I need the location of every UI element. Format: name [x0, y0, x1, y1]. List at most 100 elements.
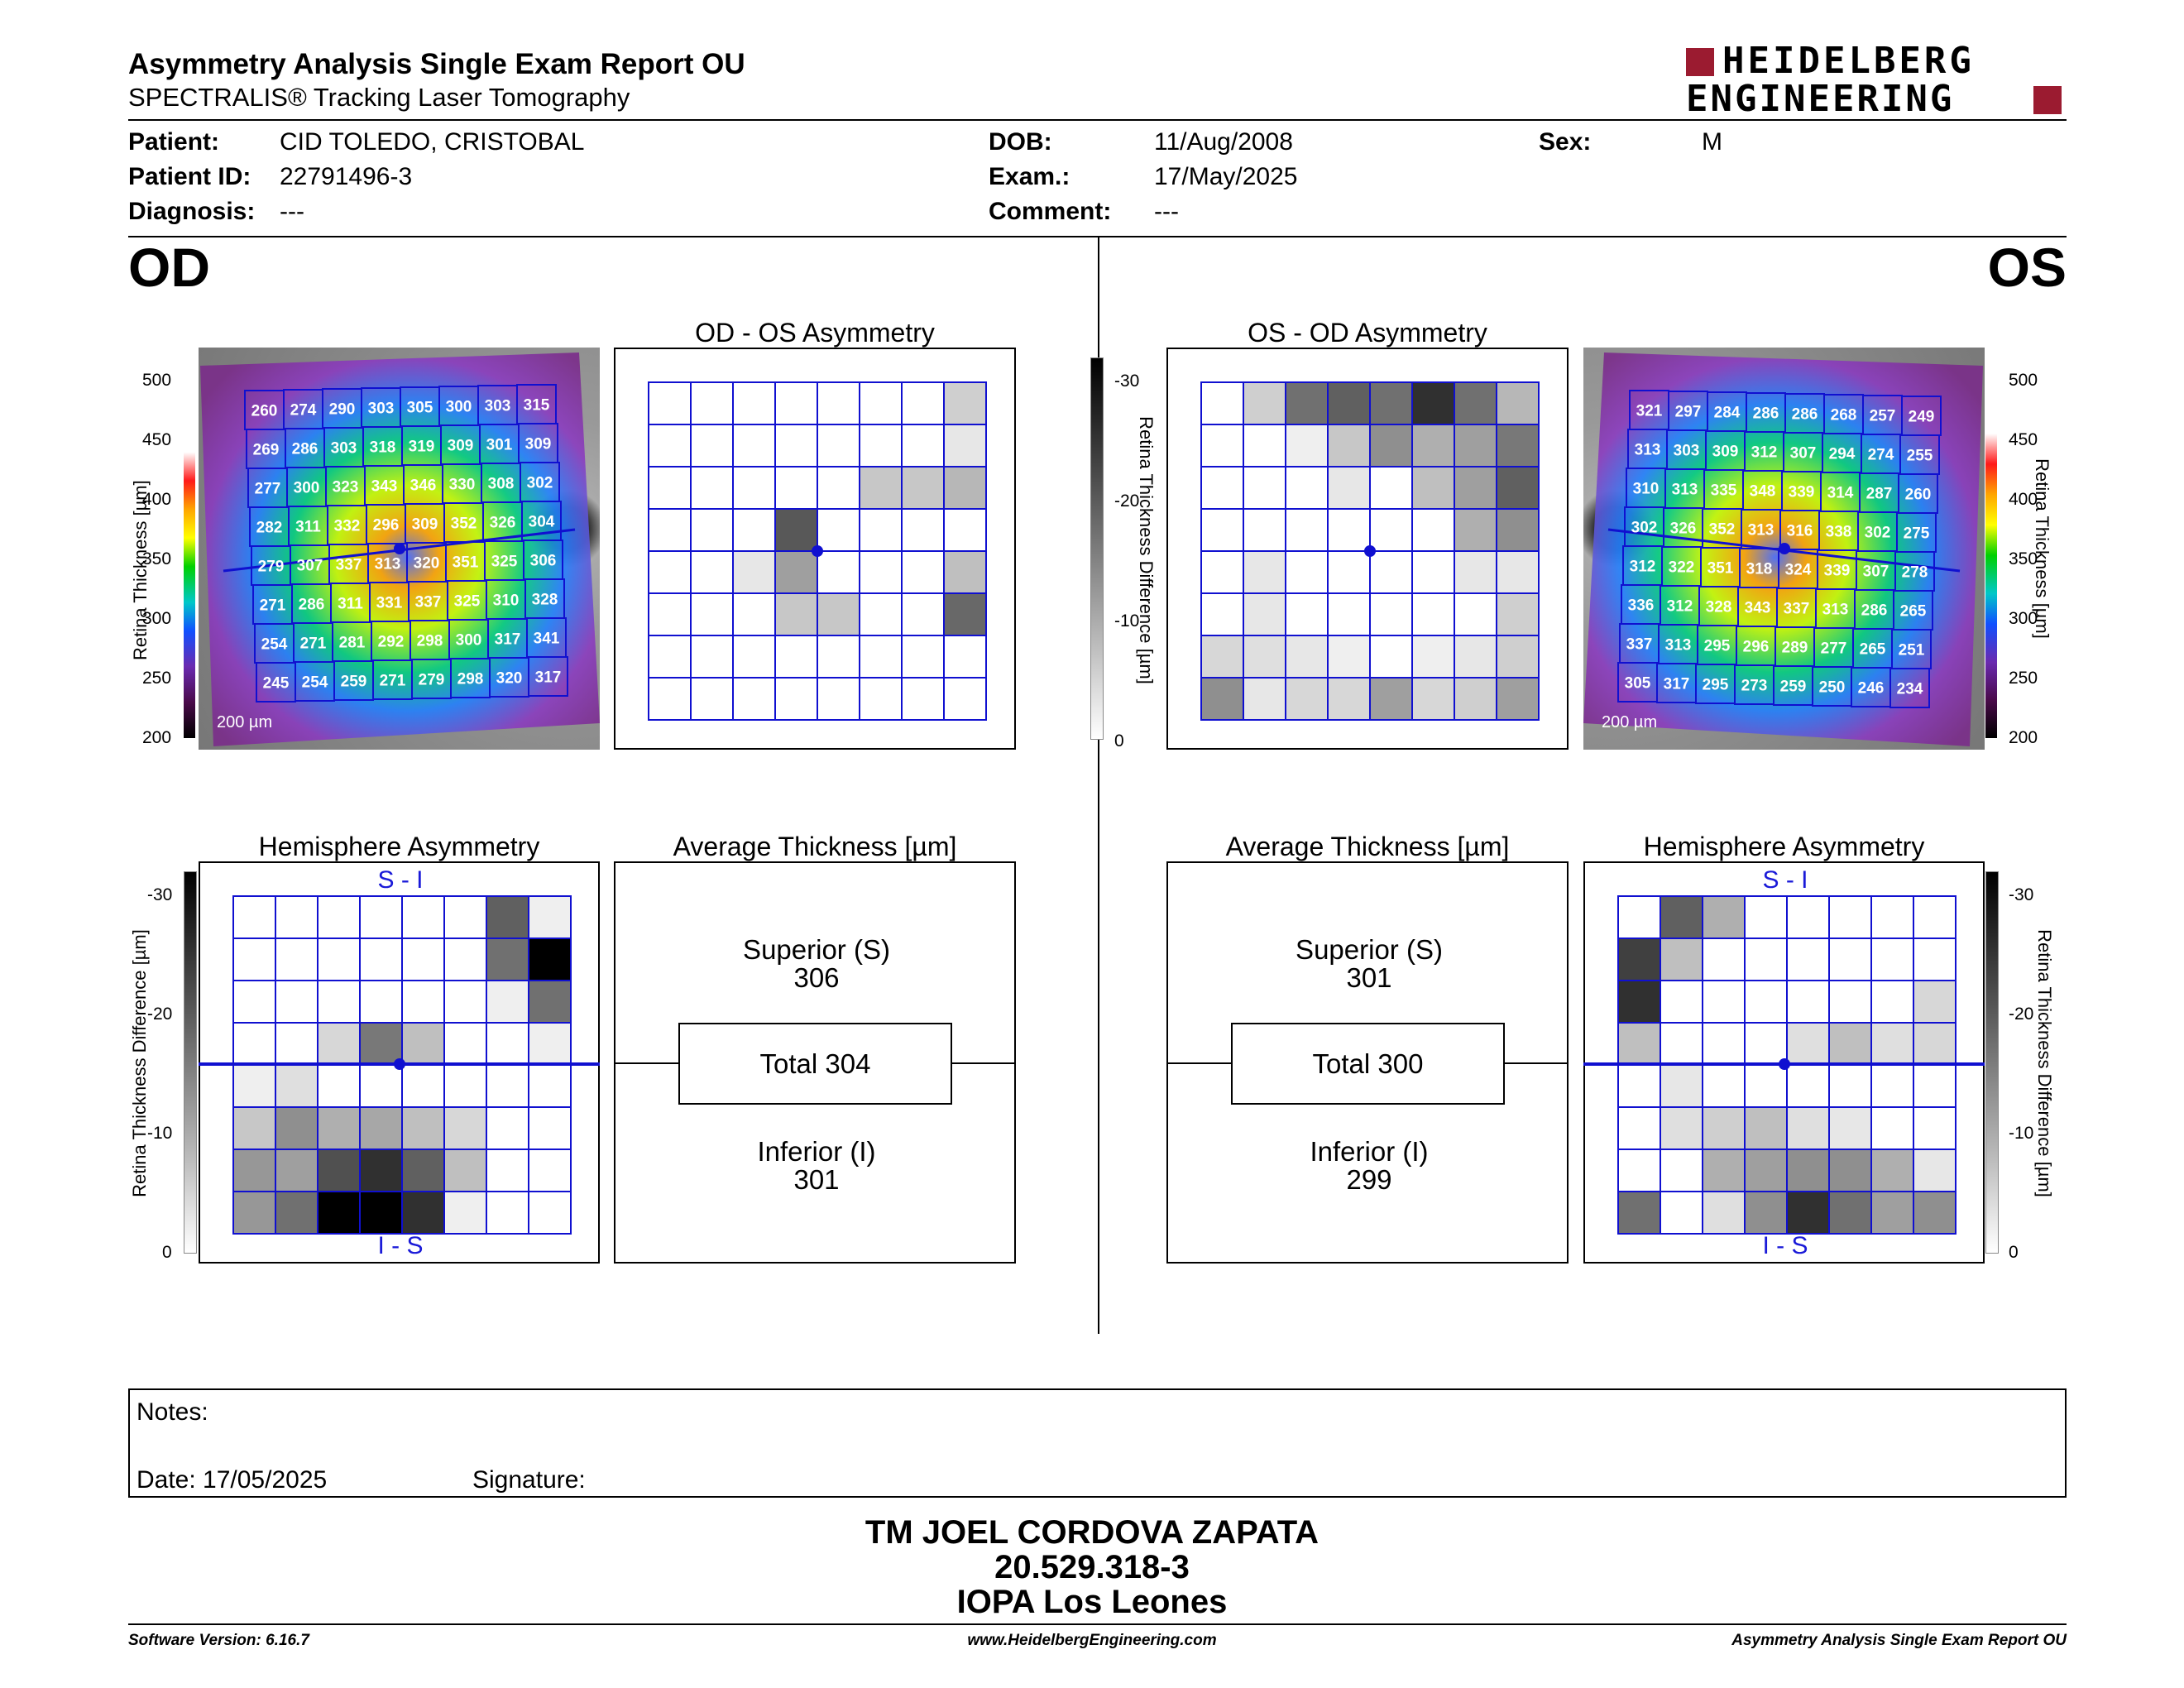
- os-hemi-tick-30: -30: [2009, 885, 2034, 904]
- od-asym-cell: [901, 381, 945, 425]
- od-asym-cell: [901, 424, 945, 468]
- os-hemi-cell: [1913, 1022, 1956, 1066]
- od-asym-cell: [859, 635, 903, 679]
- od-asym-cell: [732, 508, 776, 552]
- os-asym-cell: [1285, 508, 1329, 552]
- od-thickness-heatmap: 260 274 290 303 305 300 303 315 269 286 303 318 319 3…: [200, 352, 600, 746]
- od-thickness-value: 300: [456, 632, 482, 650]
- od-thickness-value: 320: [496, 670, 523, 688]
- os-thick-tick-500: 500: [2009, 371, 2038, 390]
- os-thickness-value: 317: [1664, 676, 1690, 693]
- os-asym-cell: [1369, 550, 1413, 594]
- od-hemi-tick-30: -30: [147, 885, 173, 904]
- os-thick-tick-450: 450: [2009, 430, 2038, 449]
- od-thickness-value: 279: [258, 559, 285, 576]
- os-hemi-cell: [1828, 1149, 1872, 1192]
- od-thickness-value: 343: [371, 478, 398, 496]
- od-hemi-cell: [528, 1191, 572, 1235]
- os-asym-cell: [1369, 592, 1413, 636]
- od-hemi-cell: [443, 980, 487, 1024]
- os-hemi-cell: [1702, 1106, 1746, 1150]
- os-hemi-cell: [1870, 1064, 1914, 1108]
- od-thickness-value: 286: [299, 597, 325, 614]
- os-asym-cell: [1369, 466, 1413, 510]
- od-asym-cell: [732, 381, 776, 425]
- od-hemi-cell: [401, 938, 445, 981]
- od-asym-cell: [774, 635, 818, 679]
- os-hemi-cell: [1786, 980, 1830, 1024]
- od-hemi-cell: [401, 1022, 445, 1066]
- os-inferior-value: 299: [1346, 1164, 1392, 1195]
- od-hemi-axis-label: Retina Thickness Difference [µm]: [129, 929, 150, 1197]
- os-thickness-value: 335: [1711, 482, 1737, 500]
- footer-url[interactable]: www.HeidelbergEngineering.com: [967, 1632, 1217, 1649]
- os-hemi-cell: [1870, 895, 1914, 939]
- od-asym-cell: [943, 508, 987, 552]
- os-asym-cell: [1327, 508, 1371, 552]
- os-asym-cell: [1496, 592, 1540, 636]
- os-hemi-colorbar: [1985, 871, 1999, 1254]
- os-hemi-cell: [1660, 1022, 1703, 1066]
- od-thickness-value: 271: [260, 597, 286, 615]
- os-avg-panel: Superior (S) 301 Total 300 Inferior (I) …: [1166, 861, 1569, 1264]
- od-hemi-cell: [401, 980, 445, 1024]
- os-asym-cell: [1411, 550, 1455, 594]
- os-hemi-is-label: I - S: [1762, 1232, 1808, 1259]
- os-asym-cell: [1200, 508, 1244, 552]
- od-hemi-cell: [232, 938, 276, 981]
- os-inferior-label: Inferior (I): [1310, 1136, 1429, 1167]
- od-asym-cell: [690, 592, 734, 636]
- od-thickness-value: 254: [261, 636, 288, 654]
- os-asym-cell: [1243, 508, 1286, 552]
- os-thick-tick-400: 400: [2009, 490, 2038, 509]
- os-thickness-value: 295: [1703, 677, 1729, 694]
- os-thickness-value: 297: [1675, 404, 1702, 421]
- os-hemi-cell: [1702, 938, 1746, 981]
- od-asym-cell: [817, 677, 860, 721]
- od-hemi-cell: [317, 980, 361, 1024]
- od-asym-cell: [648, 550, 692, 594]
- od-hemi-cell: [317, 1149, 361, 1192]
- os-asym-cell: [1454, 424, 1497, 468]
- header-divider: [128, 119, 2067, 121]
- od-asym-cell: [648, 508, 692, 552]
- os-hemi-cell: [1913, 938, 1956, 981]
- od-hemi-cell: [528, 1106, 572, 1150]
- os-asym-cell: [1243, 424, 1286, 468]
- os-thickness-value: 234: [1897, 681, 1923, 698]
- od-thickness-value: 303: [331, 440, 357, 458]
- os-fovea-marker: [1779, 543, 1790, 554]
- os-thickness-grid: 321 297 284 286 286 268 257 249 313 303 309 312 307 2…: [1617, 390, 1942, 708]
- od-thick-tick-500: 500: [142, 371, 172, 390]
- center-divider: [1098, 237, 1099, 1334]
- os-thickness-value: 338: [1826, 524, 1852, 541]
- od-hemi-cell: [232, 1106, 276, 1150]
- od-hemi-cell: [359, 895, 403, 939]
- od-thickness-value: 328: [532, 592, 558, 609]
- os-hemi-si-label: S - I: [1762, 866, 1808, 894]
- od-thick-tick-250: 250: [142, 669, 172, 688]
- od-inferior-value: 301: [793, 1164, 840, 1195]
- os-asym-cell: [1327, 592, 1371, 636]
- od-hemi-cell: [317, 895, 361, 939]
- os-thickness-value: 313: [1672, 482, 1698, 499]
- od-thickness-value: 260: [251, 403, 278, 420]
- os-asym-cell: [1285, 466, 1329, 510]
- od-thick-tick-400: 400: [142, 490, 172, 509]
- os-hemi-cell: [1617, 1064, 1661, 1108]
- od-asym-cell: [774, 508, 818, 552]
- od-asym-cell: [732, 677, 776, 721]
- os-eye-label: OS: [1987, 237, 2067, 298]
- od-hemi-cell: [317, 938, 361, 981]
- center-diff-tick-10: -10: [1114, 611, 1140, 631]
- od-asym-cell: [901, 508, 945, 552]
- od-hemi-cell: [486, 980, 529, 1024]
- os-asym-cell: [1327, 635, 1371, 679]
- od-asym-cell: [774, 677, 818, 721]
- od-hemi-cell: [317, 1064, 361, 1108]
- od-fovea-marker: [394, 543, 405, 554]
- od-thickness-value: 331: [376, 595, 403, 612]
- logo-square-top: [1686, 48, 1714, 76]
- os-hemi-cell: [1660, 1149, 1703, 1192]
- os-thick-tick-200: 200: [2009, 728, 2038, 747]
